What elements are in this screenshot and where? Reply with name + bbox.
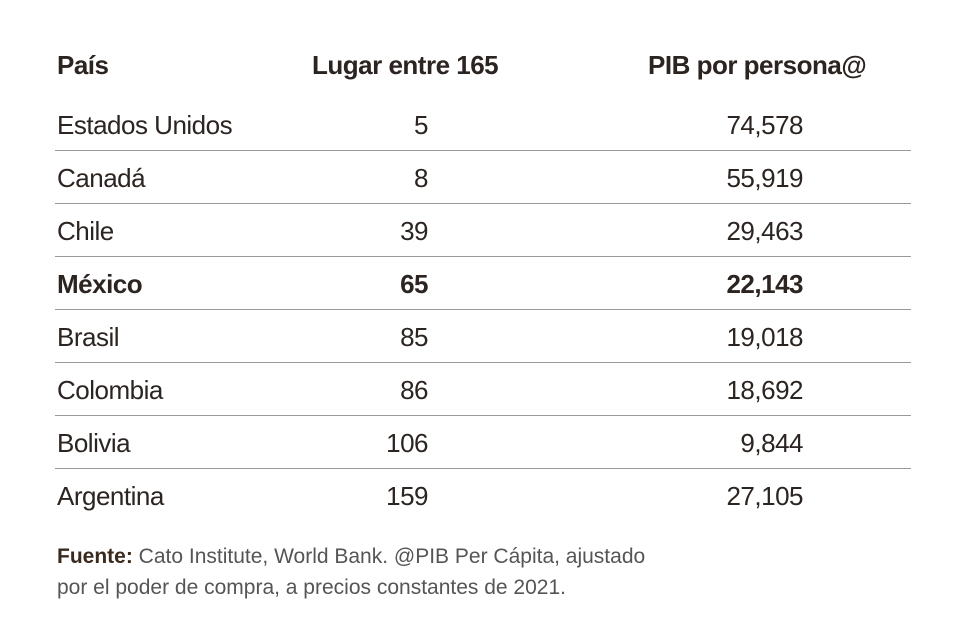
country: Bolivia: [57, 428, 131, 458]
gdp-per-capita: 19,018: [726, 322, 803, 352]
rank: 106: [386, 428, 428, 458]
row-separator: [55, 150, 911, 151]
rank: 65: [400, 269, 428, 299]
row-separator: [55, 468, 911, 469]
rank: 5: [414, 110, 428, 140]
country: Chile: [57, 216, 114, 246]
gdp-per-capita: 55,919: [726, 163, 803, 193]
row-separator: [55, 362, 911, 363]
country: Argentina: [57, 481, 164, 511]
note-label: Fuente:: [57, 545, 133, 568]
row-separator: [55, 203, 911, 204]
note-line: Fuente: Cato Institute, World Bank. @PIB…: [57, 542, 645, 572]
row-separator: [55, 309, 911, 310]
rank: 86: [400, 375, 428, 405]
rank: 8: [414, 163, 428, 193]
rank: 85: [400, 322, 428, 352]
rank: 39: [400, 216, 428, 246]
country: Brasil: [57, 322, 120, 352]
country: Colombia: [57, 375, 163, 405]
gdp-per-capita: 9,844: [740, 428, 803, 458]
row-separator: [55, 256, 911, 257]
gdp-per-capita: 18,692: [726, 375, 803, 405]
column-header: Lugar entre 165: [312, 50, 499, 80]
country: Estados Unidos: [57, 110, 233, 140]
gdp-per-capita: 27,105: [726, 481, 803, 511]
row-separator: [55, 415, 911, 416]
gdp-per-capita: 74,578: [726, 110, 803, 140]
note-text: Cato Institute, World Bank. @PIB Per Cáp…: [138, 545, 646, 568]
country: México: [57, 269, 143, 299]
note-line: por el poder de compra, a precios consta…: [57, 573, 566, 603]
gdp-per-capita: 22,143: [726, 269, 803, 299]
country: Canadá: [57, 163, 146, 193]
rank: 159: [386, 481, 428, 511]
note-text: por el poder de compra, a precios consta…: [57, 576, 566, 599]
gdp-per-capita: 29,463: [726, 216, 803, 246]
column-header: PIB por persona@: [648, 50, 867, 80]
column-header: País: [57, 50, 109, 80]
